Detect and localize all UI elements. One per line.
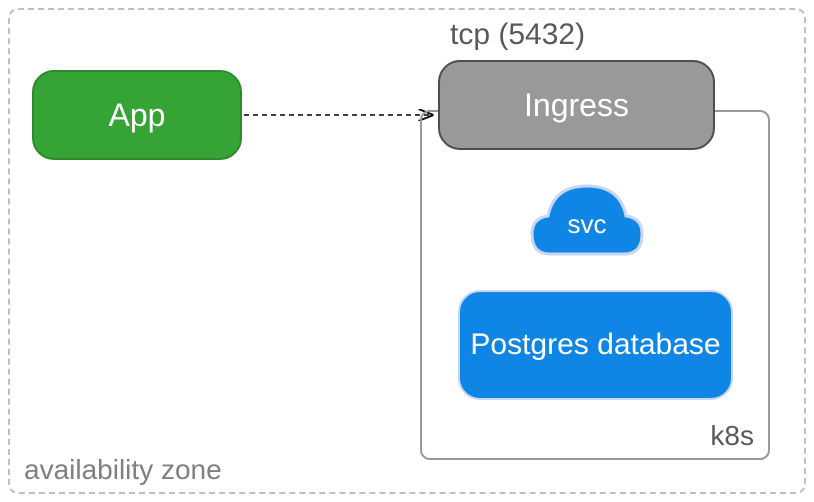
app-to-ingress-arrow [234, 105, 442, 125]
svc-node: svc [530, 182, 644, 256]
app-label: App [109, 97, 166, 134]
postgres-db-node: Postgres database [458, 290, 733, 400]
ingress-label: Ingress [524, 87, 629, 124]
ingress-node: Ingress [438, 60, 715, 150]
availability-zone-label: availability zone [24, 454, 222, 486]
svc-label: svc [568, 209, 607, 240]
postgres-db-label: Postgres database [470, 328, 720, 363]
tcp-port-label: tcp (5432) [450, 18, 585, 52]
k8s-label: k8s [710, 420, 754, 452]
k8s-container: k8s [420, 110, 770, 460]
app-node: App [32, 70, 242, 160]
